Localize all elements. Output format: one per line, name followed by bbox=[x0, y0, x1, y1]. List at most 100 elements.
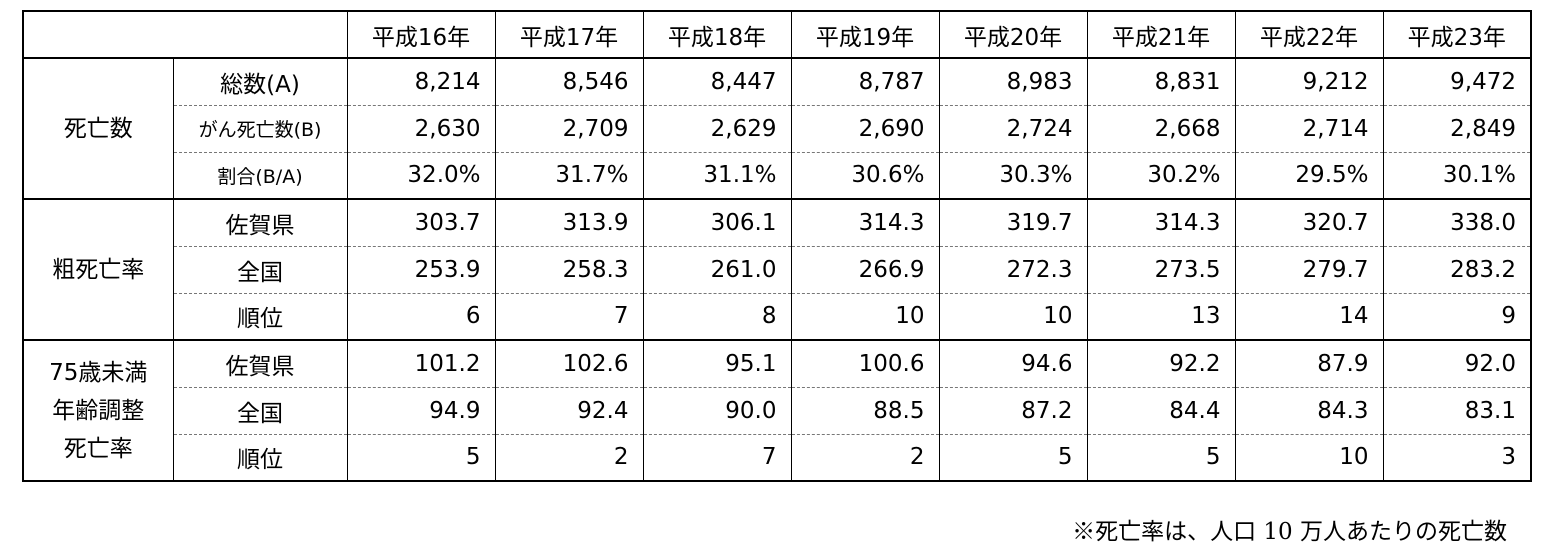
value-cell: 272.3 bbox=[938, 245, 1087, 293]
value-cell: 95.1 bbox=[642, 339, 791, 387]
value-cell: 306.1 bbox=[642, 198, 791, 246]
value-cell: 314.3 bbox=[1086, 198, 1235, 246]
year-header: 平成21年 bbox=[1086, 11, 1235, 59]
value-cell: 5 bbox=[346, 433, 495, 481]
value-cell: 319.7 bbox=[938, 198, 1087, 246]
value-cell: 266.9 bbox=[790, 245, 939, 293]
data-row: 粗死亡率 佐賀県 303.7 313.9 306.1 314.3 319.7 314.3 320… bbox=[23, 198, 1531, 340]
value-cell: 2,714 bbox=[1234, 104, 1383, 152]
value-cell: 30.3% bbox=[938, 151, 1087, 199]
value-cell: 8,983 bbox=[938, 57, 1087, 105]
data-row: がん死亡数(B) 2,630 2,709 2,629 2,690 2,724 2,668 2,… bbox=[23, 104, 1531, 152]
value-cell: 2,690 bbox=[790, 104, 939, 152]
row-label: 全国 bbox=[172, 386, 347, 434]
value-cell: 2,629 bbox=[642, 104, 791, 152]
year-header: 平成19年 bbox=[790, 11, 939, 59]
value-cell: 31.1% bbox=[642, 151, 791, 199]
row-label: 総数(A) bbox=[172, 57, 347, 105]
value-cell: 30.1% bbox=[1382, 151, 1531, 199]
data-row: 全国 253.9 258.3 261.0 266.9 272.3 273.5 279.7 283… bbox=[23, 245, 1531, 293]
value-cell: 92.0 bbox=[1382, 339, 1531, 387]
value-cell: 84.3 bbox=[1234, 386, 1383, 434]
value-cell: 92.2 bbox=[1086, 339, 1235, 387]
value-cell: 10 bbox=[1234, 433, 1383, 481]
value-cell: 273.5 bbox=[1086, 245, 1235, 293]
value-cell: 2,668 bbox=[1086, 104, 1235, 152]
row-label: 全国 bbox=[172, 245, 347, 293]
year-header: 平成18年 bbox=[642, 11, 791, 59]
year-header: 平成23年 bbox=[1382, 11, 1531, 59]
year-header: 平成16年 bbox=[346, 11, 495, 59]
value-cell: 13 bbox=[1086, 292, 1235, 340]
value-cell: 83.1 bbox=[1382, 386, 1531, 434]
value-cell: 303.7 bbox=[346, 198, 495, 246]
value-cell: 32.0% bbox=[346, 151, 495, 199]
value-cell: 3 bbox=[1382, 433, 1531, 481]
value-cell: 30.6% bbox=[790, 151, 939, 199]
value-cell: 313.9 bbox=[494, 198, 643, 246]
value-cell: 253.9 bbox=[346, 245, 495, 293]
value-cell: 2,709 bbox=[494, 104, 643, 152]
value-cell: 5 bbox=[938, 433, 1087, 481]
value-cell: 9,472 bbox=[1382, 57, 1531, 105]
value-cell: 100.6 bbox=[790, 339, 939, 387]
value-cell: 6 bbox=[346, 292, 495, 340]
value-cell: 84.4 bbox=[1086, 386, 1235, 434]
data-row: 順位 6 7 8 10 10 13 14 9 bbox=[23, 292, 1531, 340]
row-label: 割合(B/A) bbox=[172, 151, 347, 199]
group-label-line: 75歳未満 bbox=[49, 359, 148, 386]
year-header: 平成22年 bbox=[1234, 11, 1383, 59]
row-label: 順位 bbox=[172, 433, 347, 481]
value-cell: 8 bbox=[642, 292, 791, 340]
value-cell: 258.3 bbox=[494, 245, 643, 293]
value-cell: 94.9 bbox=[346, 386, 495, 434]
row-label: 順位 bbox=[172, 292, 347, 340]
value-cell: 9,212 bbox=[1234, 57, 1383, 105]
value-cell: 101.2 bbox=[346, 339, 495, 387]
header-row: 平成16年 平成17年 平成18年 平成19年 平成20年 平成21年 平成22年 平成23年 bbox=[23, 11, 1531, 59]
data-row: 順位 5 2 7 2 5 5 10 3 bbox=[23, 433, 1531, 481]
value-cell: 283.2 bbox=[1382, 245, 1531, 293]
group-label-line: 死亡数 bbox=[63, 115, 133, 142]
value-cell: 8,214 bbox=[346, 57, 495, 105]
value-cell: 88.5 bbox=[790, 386, 939, 434]
value-cell: 87.2 bbox=[938, 386, 1087, 434]
value-cell: 29.5% bbox=[1234, 151, 1383, 199]
group-label-line: 粗死亡率 bbox=[52, 256, 145, 283]
footnote: ※死亡率は、人口 10 万人あたりの死亡数 bbox=[1072, 519, 1507, 545]
value-cell: 9 bbox=[1382, 292, 1531, 340]
value-cell: 8,546 bbox=[494, 57, 643, 105]
data-row: 割合(B/A) 32.0% 31.7% 31.1% 30.6% 30.3% 30.2% 29.… bbox=[23, 151, 1531, 199]
value-cell: 2 bbox=[790, 433, 939, 481]
value-cell: 338.0 bbox=[1382, 198, 1531, 246]
data-row: 死亡数 総数(A) 8,214 8,546 8,447 8,787 8,983 8,831 9,… bbox=[23, 57, 1531, 199]
value-cell: 102.6 bbox=[494, 339, 643, 387]
value-cell: 14 bbox=[1234, 292, 1383, 340]
group-label: 75歳未満年齢調整死亡率 bbox=[23, 339, 173, 481]
value-cell: 31.7% bbox=[494, 151, 643, 199]
value-cell: 8,787 bbox=[790, 57, 939, 105]
row-label: がん死亡数(B) bbox=[172, 104, 347, 152]
value-cell: 320.7 bbox=[1234, 198, 1383, 246]
value-cell: 10 bbox=[790, 292, 939, 340]
value-cell: 87.9 bbox=[1234, 339, 1383, 387]
corner-cell bbox=[23, 11, 347, 59]
value-cell: 314.3 bbox=[790, 198, 939, 246]
value-cell: 8,447 bbox=[642, 57, 791, 105]
data-row: 全国 94.9 92.4 90.0 88.5 87.2 84.4 84.3 83.1 bbox=[23, 386, 1531, 434]
group-label-line: 死亡率 bbox=[63, 435, 133, 462]
value-cell: 7 bbox=[642, 433, 791, 481]
data-row: 75歳未満 年齢調整 死亡率 佐賀県 101.2 102.6 95.1 100.6 94.6 92… bbox=[23, 339, 1531, 481]
data-table: 平成16年 平成17年 平成18年 平成19年 平成20年 平成21年 平成22年 平成23年… bbox=[22, 10, 1532, 482]
row-label: 佐賀県 bbox=[172, 198, 347, 246]
value-cell: 2 bbox=[494, 433, 643, 481]
value-cell: 10 bbox=[938, 292, 1087, 340]
value-cell: 30.2% bbox=[1086, 151, 1235, 199]
value-cell: 94.6 bbox=[938, 339, 1087, 387]
row-label: 佐賀県 bbox=[172, 339, 347, 387]
group-label-line: 年齢調整 bbox=[52, 397, 145, 424]
value-cell: 5 bbox=[1086, 433, 1235, 481]
value-cell: 92.4 bbox=[494, 386, 643, 434]
group-label: 死亡数 bbox=[23, 57, 173, 199]
value-cell: 8,831 bbox=[1086, 57, 1235, 105]
